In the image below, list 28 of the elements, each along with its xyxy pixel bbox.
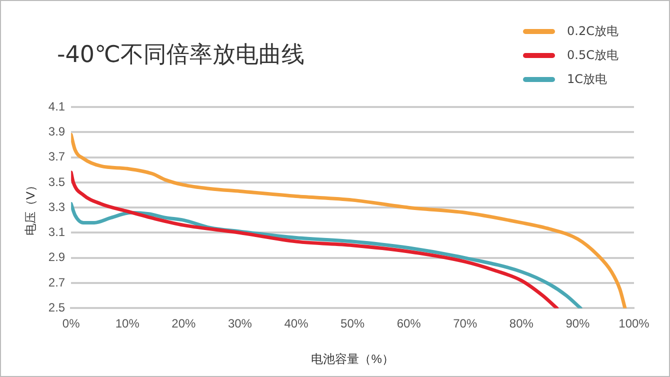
line-series <box>71 170 559 308</box>
x-tick-label: 10% <box>115 316 140 331</box>
x-tick-label: 0% <box>62 316 80 331</box>
y-tick-label: 3.1 <box>48 225 66 240</box>
x-tick-label: 20% <box>172 316 196 331</box>
x-tick-label: 80% <box>509 316 534 331</box>
y-tick-label: 2.9 <box>48 250 66 264</box>
y-tick-label: 4.1 <box>48 99 66 114</box>
y-tick-label: 2.5 <box>48 300 66 315</box>
x-tick-label: 70% <box>453 316 478 331</box>
y-tick-label: 3.9 <box>48 124 66 138</box>
y-tick-label: 3.3 <box>48 200 66 214</box>
legend-label: 1C放电 <box>567 70 608 88</box>
legend-label: 0.5C放电 <box>567 46 620 64</box>
x-tick-label: 30% <box>228 316 252 331</box>
x-tick-label: 100% <box>618 316 650 331</box>
x-tick-label: 60% <box>396 316 422 331</box>
x-axis-title: 电池容量（%） <box>311 352 394 366</box>
y-axis-title: 电压（V） <box>24 180 38 236</box>
y-tick-label: 3.7 <box>48 150 66 164</box>
y-tick-label: 3.5 <box>48 174 66 189</box>
x-tick-label: 40% <box>284 316 309 331</box>
y-tick-label: 2.7 <box>48 275 66 290</box>
x-tick-label: 50% <box>340 316 365 331</box>
x-tick-label: 90% <box>566 316 590 331</box>
chart-title: -40℃不同倍率放电曲线 <box>57 41 304 70</box>
legend-label: 0.2C放电 <box>567 22 620 40</box>
line-series <box>71 132 627 308</box>
